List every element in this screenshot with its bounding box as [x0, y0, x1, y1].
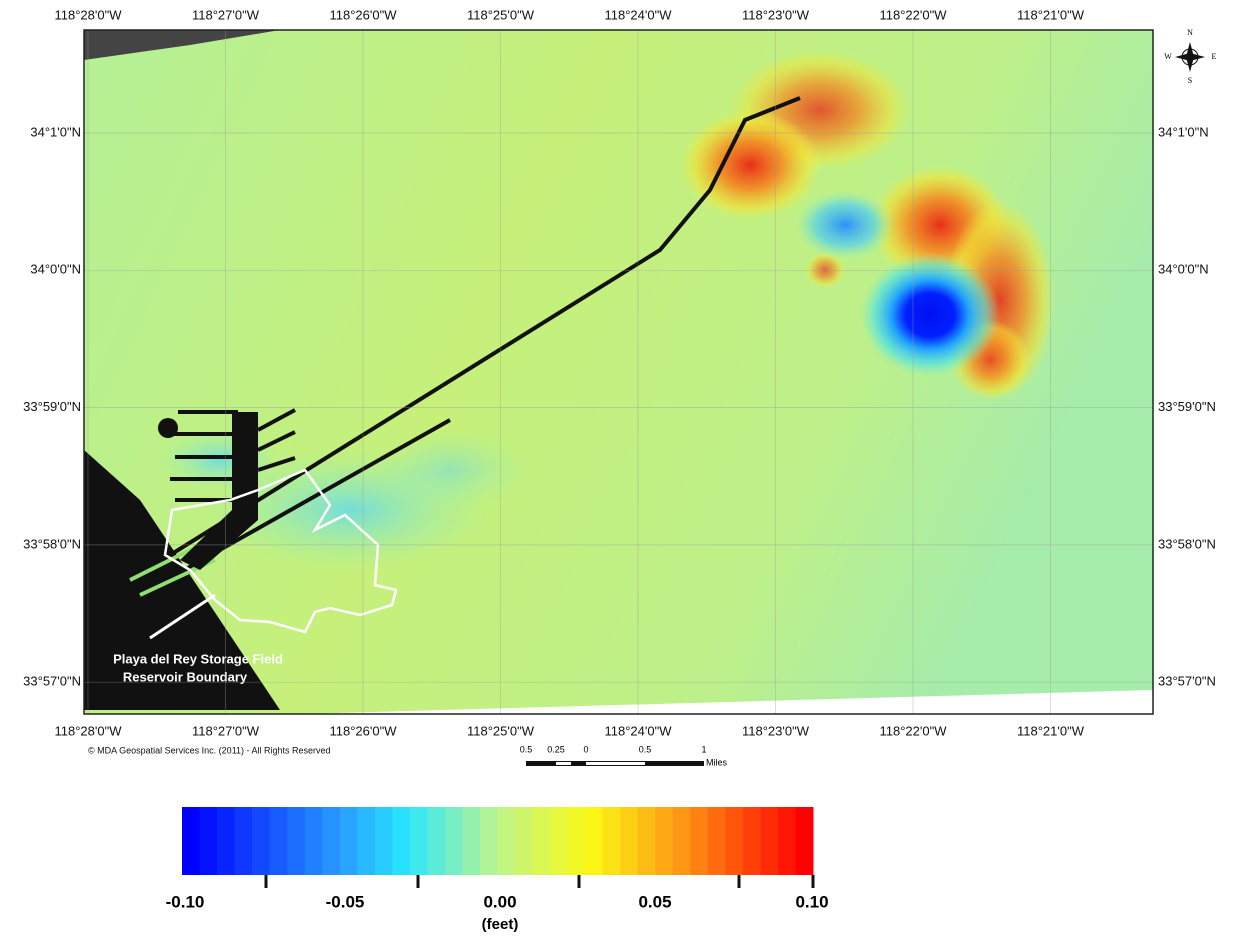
colorbar-swatch: [322, 807, 340, 875]
scale-label: 0.5: [520, 744, 533, 754]
compass-label: S: [1188, 76, 1192, 85]
lat-label: 34°0'0"N: [30, 262, 81, 277]
lon-label: 118°23'0"W: [742, 7, 810, 22]
copyright: © MDA Geospatial Services Inc. (2011) - …: [88, 745, 331, 755]
colorbar-label: 0.05: [638, 892, 671, 911]
colorbar-swatch: [585, 807, 603, 875]
lat-label: 34°1'0"N: [1158, 124, 1209, 139]
colorbar: -0.10 -0.05 0.00 0.05 0.10: [166, 807, 829, 911]
colorbar-swatch: [252, 807, 270, 875]
colorbar-label: -0.05: [326, 892, 365, 911]
compass-label: E: [1212, 52, 1217, 61]
scale-label: 1: [701, 744, 706, 754]
lon-label: 118°23'0"W: [742, 723, 810, 738]
lon-label: 118°28'0"W: [55, 723, 123, 738]
lat-label: 33°57'0"N: [23, 674, 81, 689]
colorbar-swatch: [778, 807, 796, 875]
scale-label: 0.25: [547, 744, 565, 754]
colorbar-swatch: [603, 807, 621, 875]
colorbar-swatch: [445, 807, 463, 875]
lon-label: 118°21'0"W: [1017, 723, 1085, 738]
lon-label: 118°21'0"W: [1017, 7, 1085, 22]
colorbar-swatch: [550, 807, 568, 875]
lon-label: 118°27'0"W: [192, 723, 260, 738]
colorbar-swatch: [200, 807, 218, 875]
colorbar-swatch: [498, 807, 516, 875]
page: Playa del Rey Storage Field Reservoir Bo…: [0, 0, 1243, 935]
lat-label: 33°57'0"N: [1158, 674, 1216, 689]
colorbar-swatch: [235, 807, 253, 875]
lon-label: 118°24'0"W: [605, 7, 673, 22]
lon-label: 118°27'0"W: [192, 7, 260, 22]
colorbar-swatch: [515, 807, 533, 875]
colorbar-swatch: [357, 807, 375, 875]
colorbar-swatch: [410, 807, 428, 875]
colorbar-swatch: [655, 807, 673, 875]
colorbar-label: 0.10: [795, 892, 828, 911]
colorbar-swatch: [533, 807, 551, 875]
colorbar-swatch: [340, 807, 358, 875]
colorbar-swatch: [725, 807, 743, 875]
lat-label: 34°0'0"N: [1158, 262, 1209, 277]
lat-label: 33°58'0"N: [1158, 536, 1216, 551]
colorbar-swatch: [375, 807, 393, 875]
colorbar-swatch: [462, 807, 480, 875]
colorbar-swatch: [182, 807, 200, 875]
colorbar-swatch: [480, 807, 498, 875]
lat-label: 33°58'0"N: [23, 536, 81, 551]
lon-label: 118°26'0"W: [330, 7, 398, 22]
colorbar-swatch: [673, 807, 691, 875]
colorbar-swatch: [690, 807, 708, 875]
scale-unit: Miles: [706, 757, 728, 767]
lon-label: 118°25'0"W: [467, 723, 535, 738]
colorbar-swatch: [270, 807, 288, 875]
colorbar-swatch: [287, 807, 305, 875]
lon-label: 118°26'0"W: [330, 723, 398, 738]
colorbar-label: -0.10: [166, 892, 205, 911]
colorbar-swatch: [638, 807, 656, 875]
colorbar-swatch: [743, 807, 761, 875]
compass-label: W: [1164, 52, 1172, 61]
colorbar-swatch: [427, 807, 445, 875]
scale-bar: 0.5 0.25 0 0.5 1 Miles: [520, 744, 728, 767]
lon-label: 118°25'0"W: [467, 7, 535, 22]
colorbar-unit: (feet): [482, 916, 519, 933]
lat-label: 33°59'0"N: [23, 399, 81, 414]
colorbar-swatch: [217, 807, 235, 875]
lon-label: 118°28'0"W: [55, 7, 123, 22]
colorbar-swatch: [760, 807, 778, 875]
lat-label: 33°59'0"N: [1158, 399, 1216, 414]
scale-label: 0.5: [639, 744, 652, 754]
scale-label: 0: [583, 744, 588, 754]
lon-label: 118°22'0"W: [880, 7, 948, 22]
compass: N S W E: [1164, 28, 1216, 85]
colorbar-swatch: [568, 807, 586, 875]
lat-label: 34°1'0"N: [30, 124, 81, 139]
colorbar-label: 0.00: [483, 892, 516, 911]
colorbar-swatch: [620, 807, 638, 875]
colorbar-swatch: [795, 807, 813, 875]
colorbar-swatch: [708, 807, 726, 875]
colorbar-swatch: [305, 807, 323, 875]
compass-label: N: [1187, 28, 1193, 37]
annotation: Playa del Rey Storage Field: [113, 651, 283, 666]
map-image: Playa del Rey Storage Field Reservoir Bo…: [84, 30, 1153, 714]
lon-label: 118°22'0"W: [880, 723, 948, 738]
colorbar-swatch: [392, 807, 410, 875]
lon-label: 118°24'0"W: [605, 723, 673, 738]
